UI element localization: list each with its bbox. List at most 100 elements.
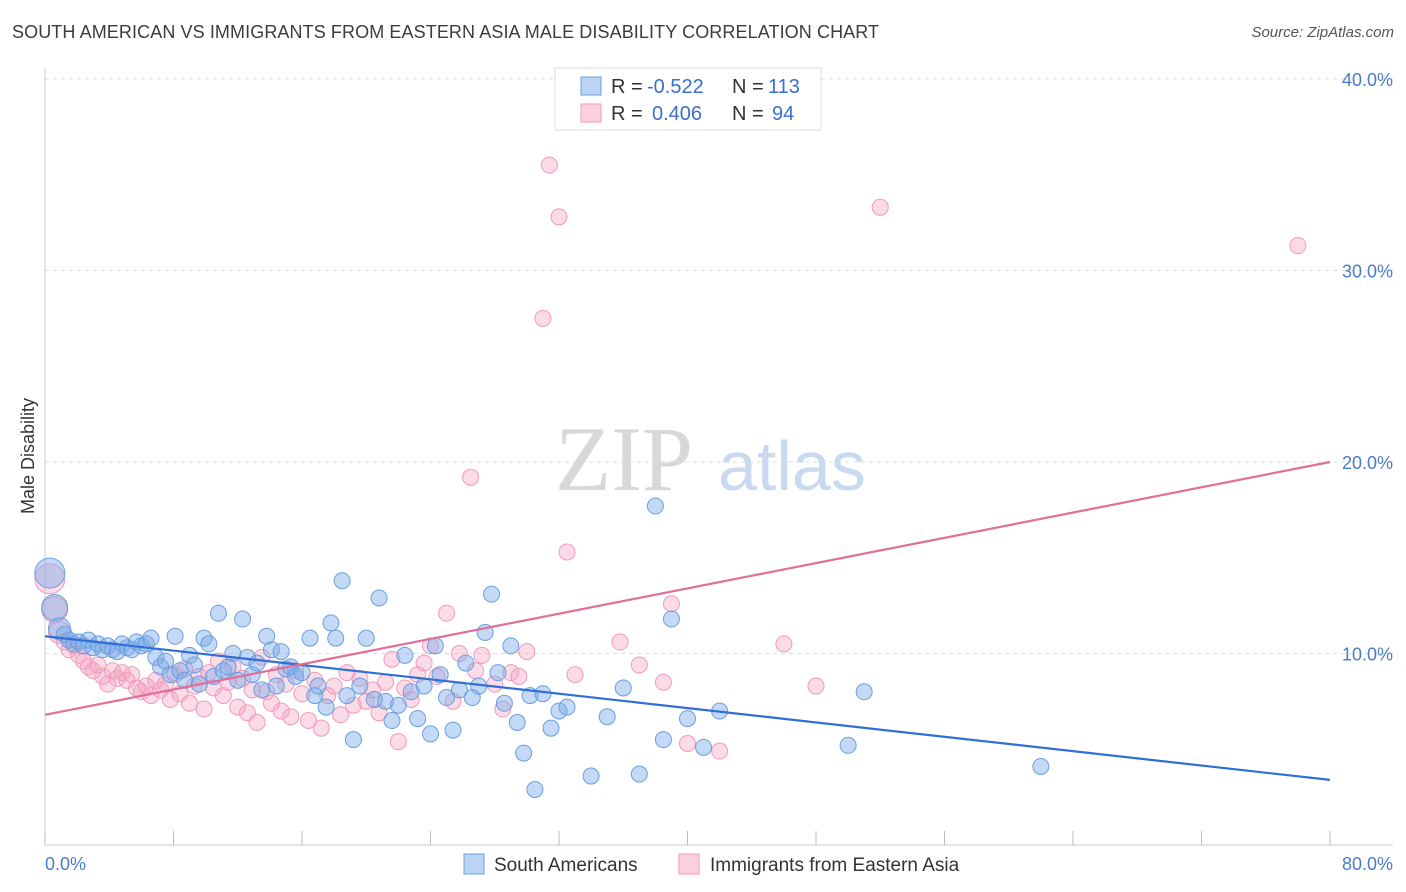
south-americans-point xyxy=(444,721,462,739)
south-americans-point xyxy=(219,658,237,676)
south-americans-point xyxy=(630,765,648,783)
eastern-asia-point xyxy=(807,677,825,695)
south-americans-point xyxy=(383,712,401,730)
eastern-asia-point xyxy=(566,666,584,684)
eastern-asia-point xyxy=(272,702,290,720)
watermark-zip: ZIP xyxy=(555,408,693,510)
south-americans-point xyxy=(542,719,560,737)
south-americans-point xyxy=(306,687,324,705)
chart-title: SOUTH AMERICAN VS IMMIGRANTS FROM EASTER… xyxy=(12,22,880,42)
eastern-asia-point xyxy=(332,706,350,724)
south-americans-point xyxy=(200,635,218,653)
south-americans-point xyxy=(489,664,507,682)
south-americans-point xyxy=(389,696,407,714)
south-americans-point xyxy=(614,679,632,697)
eastern-asia-point xyxy=(243,681,261,699)
south-americans-point xyxy=(195,629,213,647)
legend-r-value-1: -0.522 xyxy=(647,76,704,98)
south-americans-point xyxy=(351,677,369,695)
south-americans-point xyxy=(166,627,184,645)
south-americans-point xyxy=(457,654,475,672)
south-americans-point xyxy=(301,629,319,647)
eastern-asia-point xyxy=(161,690,179,708)
watermark-atlas: atlas xyxy=(718,427,866,505)
south-americans-point xyxy=(34,557,66,589)
source-label: Source: ZipAtlas.com xyxy=(1251,24,1394,41)
eastern-asia-point xyxy=(662,595,680,613)
south-americans-point xyxy=(185,656,203,674)
south-americans-point xyxy=(558,698,576,716)
south-americans-point xyxy=(357,629,375,647)
south-americans-point xyxy=(839,736,857,754)
eastern-asia-point xyxy=(518,643,536,661)
south-americans-point xyxy=(695,738,713,756)
bottom-legend-swatch-pink xyxy=(678,853,700,875)
south-americans-point xyxy=(272,643,290,661)
eastern-asia-point xyxy=(775,635,793,653)
south-americans-point xyxy=(293,664,311,682)
legend-n-value-2: 94 xyxy=(772,103,794,125)
south-americans-point xyxy=(333,572,351,590)
y-tick-label: 20.0% xyxy=(1342,453,1393,473)
south-americans-point xyxy=(515,744,533,762)
x-tick-label: 0.0% xyxy=(45,854,86,874)
eastern-asia-point xyxy=(415,654,433,672)
south-americans-point xyxy=(679,710,696,728)
eastern-asia-point xyxy=(293,685,311,703)
eastern-asia-point xyxy=(344,696,362,714)
south-americans-point xyxy=(253,681,271,699)
bottom-legend-south-americans: South Americans xyxy=(494,855,638,876)
legend-swatch-pink xyxy=(580,103,602,123)
eastern-asia-point xyxy=(312,719,330,737)
south-americans-point xyxy=(431,666,449,684)
legend-r-label-1: R = xyxy=(611,76,643,98)
bottom-legend-immigrants-eastern-asia: Immigrants from Eastern Asia xyxy=(710,855,960,876)
eastern-asia-point xyxy=(195,700,213,718)
eastern-asia-point xyxy=(248,713,266,731)
eastern-asia-point xyxy=(224,658,242,676)
south-americans-point xyxy=(495,694,513,712)
south-americans-point xyxy=(662,610,680,628)
eastern-asia-point xyxy=(510,667,528,685)
eastern-asia-point xyxy=(540,156,558,174)
legend-n-label-2: N = xyxy=(732,103,764,125)
eastern-asia-point xyxy=(711,742,729,760)
south-americans-point xyxy=(422,725,439,743)
legend-box: R = -0.522 N = 113 R = 0.406 N = 94 xyxy=(554,67,822,131)
south-americans-point xyxy=(344,731,362,749)
south-americans-point xyxy=(309,677,327,695)
eastern-asia-point xyxy=(630,656,648,674)
eastern-asia-point xyxy=(871,198,889,216)
south-americans-point xyxy=(438,689,456,707)
eastern-asia-point xyxy=(462,468,480,486)
south-americans-point xyxy=(654,731,672,749)
series-south-americans xyxy=(34,497,1050,798)
south-americans-point xyxy=(550,702,568,720)
eastern-asia-point xyxy=(214,687,232,705)
eastern-asia-point xyxy=(84,662,102,680)
legend-n-label-1: N = xyxy=(732,76,764,98)
eastern-asia-point xyxy=(1289,237,1307,255)
eastern-asia-point xyxy=(654,673,672,691)
south-americans-point xyxy=(526,780,544,798)
eastern-asia-point xyxy=(438,604,456,622)
trend-line-eastern-asia xyxy=(44,460,1331,716)
south-americans-point xyxy=(209,604,227,622)
south-americans-point xyxy=(317,698,335,716)
tick-labels: 10.0% 20.0% 30.0% 40.0% 0.0% 80.0% xyxy=(45,70,1393,874)
y-tick-label: 40.0% xyxy=(1342,70,1393,90)
eastern-asia-point xyxy=(181,694,199,712)
south-americans-point xyxy=(327,629,345,647)
south-americans-point xyxy=(267,677,285,695)
legend-r-value-2: 0.406 xyxy=(652,103,702,125)
south-americans-point xyxy=(142,629,160,647)
y-tick-label: 30.0% xyxy=(1342,262,1393,282)
legend-swatch-blue xyxy=(580,76,602,96)
bottom-legend-swatch-blue xyxy=(463,853,485,875)
south-americans-point xyxy=(502,637,520,655)
y-tick-label: 10.0% xyxy=(1342,645,1393,665)
eastern-asia-point xyxy=(229,698,247,716)
south-americans-point xyxy=(171,662,189,680)
grid-lines xyxy=(45,78,1393,654)
eastern-asia-point xyxy=(502,664,520,682)
